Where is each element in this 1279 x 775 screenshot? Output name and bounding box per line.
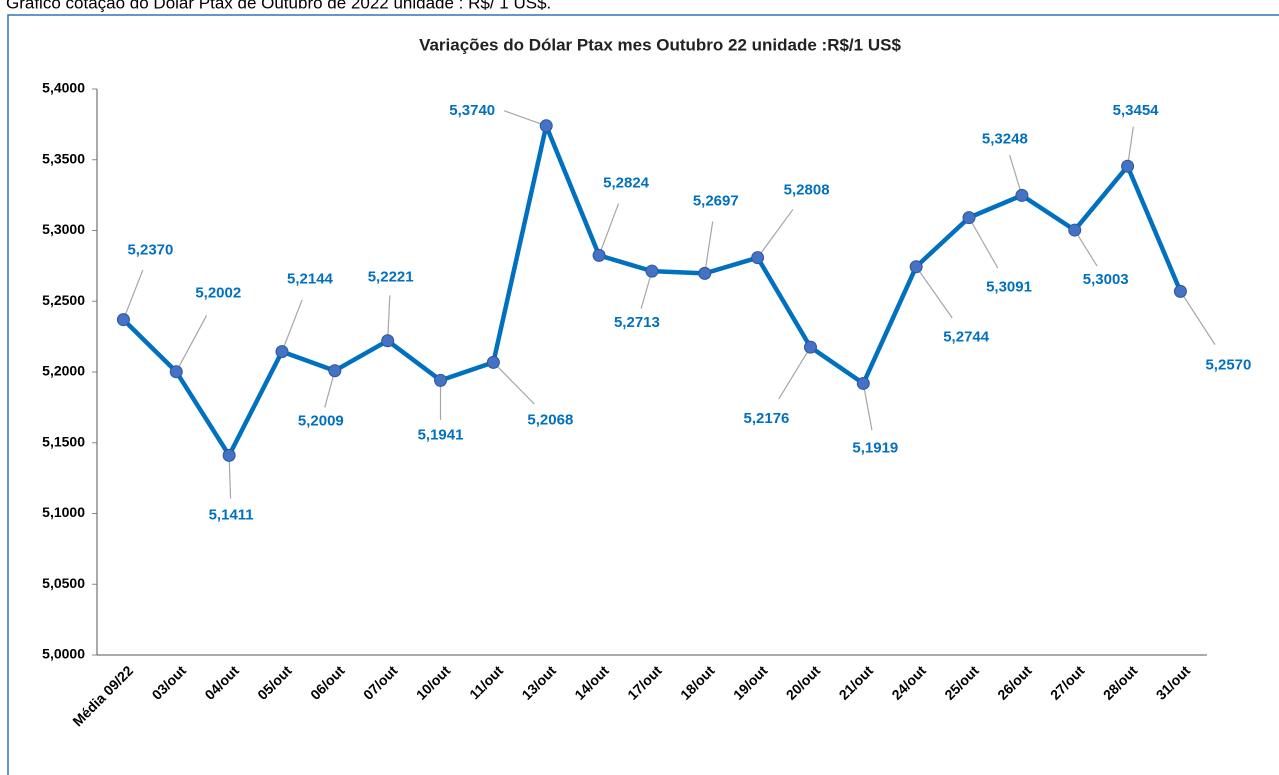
x-tick-label: Média 09/22	[69, 662, 136, 729]
point-marker	[486, 355, 500, 369]
data-label: 5,2002	[195, 285, 241, 302]
x-tick-label: 11/out	[466, 662, 506, 702]
data-label: 5,2370	[127, 242, 173, 259]
y-tick-label: 5,0000	[42, 646, 85, 662]
data-label: 5,1919	[852, 439, 898, 456]
point-marker	[275, 345, 289, 359]
data-label: 5,3454	[1113, 102, 1160, 119]
leader-line	[228, 455, 232, 499]
leader-line	[968, 217, 999, 269]
x-tick-label: 14/out	[571, 662, 612, 703]
x-tick-label: 24/out	[888, 662, 929, 703]
point-marker	[803, 340, 817, 354]
leader-line	[778, 346, 811, 400]
point-marker	[645, 264, 659, 278]
point-marker	[539, 119, 553, 133]
data-label: 5,2808	[784, 182, 830, 199]
x-tick-label: 19/out	[730, 662, 771, 703]
data-label: 5,3740	[449, 102, 495, 119]
point-marker	[328, 364, 342, 378]
point-marker	[751, 251, 765, 265]
x-tick-label: 17/out	[624, 662, 665, 703]
point-marker	[1068, 223, 1082, 237]
data-label: 5,2009	[298, 413, 344, 430]
x-tick-label: 27/out	[1047, 662, 1088, 703]
data-label: 5,2176	[744, 410, 790, 427]
point-marker	[909, 260, 923, 274]
x-tick-label: 03/out	[149, 662, 190, 703]
data-label: 5,3248	[982, 130, 1028, 147]
leader-line	[492, 361, 535, 405]
chart-frame	[7, 14, 1279, 775]
x-tick-label: 06/out	[307, 662, 348, 703]
x-tick-label: 10/out	[413, 662, 454, 703]
leader-line	[387, 295, 391, 341]
point-marker	[381, 334, 395, 348]
data-label: 5,2824	[603, 174, 650, 191]
point-marker	[1173, 284, 1187, 298]
leader-line	[281, 299, 303, 352]
y-tick-label: 5,2000	[42, 363, 85, 379]
leader-line	[704, 221, 714, 274]
point-marker	[856, 376, 870, 390]
x-tick-label: 21/out	[836, 662, 877, 703]
x-tick-label: 13/out	[518, 662, 559, 703]
point-marker	[169, 365, 183, 379]
leader-line	[504, 110, 547, 127]
point-marker	[1015, 188, 1029, 202]
y-tick-label: 5,3000	[42, 221, 85, 237]
leader-line	[1074, 229, 1098, 267]
x-tick-label: 04/out	[201, 662, 242, 703]
data-label: 5,2744	[943, 329, 990, 346]
data-label: 5,1411	[209, 506, 254, 523]
point-marker	[116, 313, 130, 327]
x-tick-label: 26/out	[994, 662, 1035, 703]
point-marker	[698, 266, 712, 280]
page-heading: Gráfico cotação do Dólar Ptax de Outubro…	[6, 0, 551, 12]
data-label: 5,1941	[418, 426, 464, 443]
y-tick-label: 5,2500	[42, 292, 85, 308]
leader-line	[175, 315, 208, 373]
x-tick-label: 07/out	[360, 662, 401, 703]
data-label: 5,2221	[368, 269, 414, 286]
leader-line	[1179, 291, 1216, 345]
data-label: 5,2068	[527, 411, 573, 428]
x-tick-label: 25/out	[941, 662, 982, 703]
y-tick-label: 5,3500	[42, 150, 85, 166]
y-tick-label: 5,1500	[42, 433, 85, 449]
leader-line	[598, 203, 620, 256]
point-marker	[222, 448, 236, 462]
x-tick-label: 31/out	[1153, 662, 1194, 703]
point-marker	[434, 373, 448, 387]
leader-line	[757, 209, 794, 259]
leader-line	[122, 269, 144, 320]
chart-title: Variações do Dólar Ptax mes Outubro 22 u…	[419, 35, 901, 54]
leader-line	[1126, 126, 1134, 167]
data-label: 5,2697	[693, 192, 739, 209]
point-marker	[962, 211, 976, 225]
leader-line	[1009, 154, 1023, 196]
data-label: 5,2570	[1205, 356, 1251, 373]
y-tick-label: 5,4000	[42, 80, 85, 96]
data-label: 5,3091	[986, 279, 1032, 296]
point-marker	[592, 248, 606, 262]
data-label: 5,2144	[287, 271, 334, 288]
x-tick-label: 05/out	[254, 662, 295, 703]
point-marker	[1121, 159, 1135, 173]
data-label: 5,3003	[1083, 271, 1129, 288]
data-label: 5,2713	[614, 314, 660, 331]
x-tick-label: 28/out	[1100, 662, 1141, 703]
y-tick-label: 5,1000	[42, 504, 85, 520]
x-tick-label: 20/out	[783, 662, 824, 703]
leader-line	[915, 266, 953, 319]
y-tick-label: 5,0500	[42, 575, 85, 591]
leader-line	[862, 383, 873, 431]
x-tick-label: 18/out	[677, 662, 718, 703]
